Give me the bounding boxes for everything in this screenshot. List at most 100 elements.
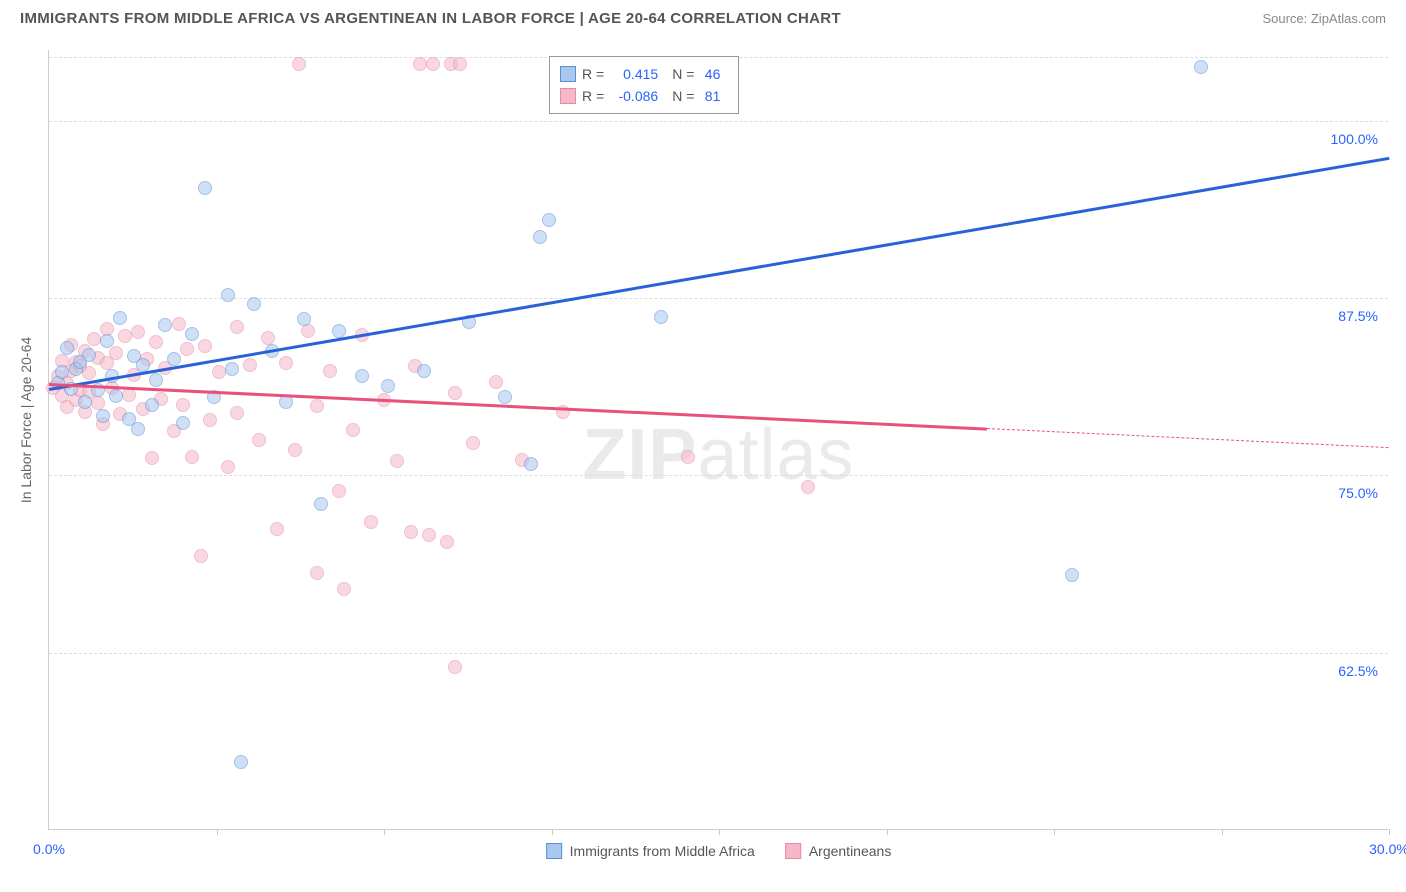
legend-swatch [560,88,576,104]
data-point [234,755,248,769]
chart-header: IMMIGRANTS FROM MIDDLE AFRICA VS ARGENTI… [0,0,1406,35]
legend-item: Argentineans [785,843,892,859]
data-point [131,422,145,436]
gridline [49,121,1388,122]
legend-label: Immigrants from Middle Africa [570,843,755,859]
legend-n-label: N = [672,85,694,107]
legend-swatch [785,843,801,859]
legend-row: R = -0.086 N = 81 [560,85,728,107]
data-point [453,57,467,71]
data-point [109,389,123,403]
x-tick-mark [1389,829,1390,835]
data-point [172,317,186,331]
data-point [149,335,163,349]
correlation-legend: R = 0.415 N = 46 R = -0.086 N = 81 [549,56,739,114]
gridline [49,653,1388,654]
data-point [158,318,172,332]
x-tick-mark [887,829,888,835]
data-point [122,388,136,402]
data-point [185,450,199,464]
data-point [131,325,145,339]
scatter-chart: ZIPatlas Immigrants from Middle AfricaAr… [48,50,1388,830]
data-point [230,320,244,334]
legend-item: Immigrants from Middle Africa [546,843,755,859]
data-point [145,451,159,465]
x-tick-mark [384,829,385,835]
data-point [113,311,127,325]
data-point [542,213,556,227]
data-point [292,57,306,71]
y-axis-label: In Labor Force | Age 20-64 [18,337,34,503]
legend-n-label: N = [672,63,694,85]
data-point [167,352,181,366]
data-point [426,57,440,71]
data-point [440,535,454,549]
data-point [198,339,212,353]
legend-row: R = 0.415 N = 46 [560,63,728,85]
data-point [323,364,337,378]
data-point [243,358,257,372]
data-point [413,57,427,71]
data-point [1194,60,1208,74]
data-point [230,406,244,420]
data-point [524,457,538,471]
data-point [203,413,217,427]
data-point [198,181,212,195]
data-point [221,288,235,302]
data-point [381,379,395,393]
data-point [60,341,74,355]
legend-label: Argentineans [809,843,892,859]
data-point [252,433,266,447]
x-tick-label: 30.0% [1369,841,1406,857]
data-point [448,660,462,674]
data-point [346,423,360,437]
data-point [466,436,480,450]
data-point [332,484,346,498]
data-point [55,365,69,379]
x-tick-mark [719,829,720,835]
data-point [87,332,101,346]
data-point [422,528,436,542]
legend-r-label: R = [582,85,604,107]
data-point [533,230,547,244]
x-tick-label: 0.0% [33,841,65,857]
data-point [279,356,293,370]
legend-bottom: Immigrants from Middle Africa Argentinean… [546,843,892,859]
data-point [212,365,226,379]
data-point [149,373,163,387]
data-point [100,334,114,348]
data-point [288,443,302,457]
data-point [225,362,239,376]
data-point [498,390,512,404]
data-point [96,409,110,423]
data-point [355,369,369,383]
data-point [180,342,194,356]
data-point [136,358,150,372]
data-point [247,297,261,311]
y-tick-label: 75.0% [1338,485,1378,501]
data-point [364,515,378,529]
chart-source: Source: ZipAtlas.com [1262,11,1386,26]
data-point [1065,568,1079,582]
data-point [314,497,328,511]
legend-n-value: 46 [700,63,728,85]
data-point [82,366,96,380]
data-point [417,364,431,378]
x-tick-mark [1054,829,1055,835]
data-point [448,386,462,400]
data-point [145,398,159,412]
data-point [337,582,351,596]
data-point [109,346,123,360]
data-point [390,454,404,468]
y-tick-label: 62.5% [1338,663,1378,679]
legend-r-value: 0.415 [610,63,666,85]
data-point [404,525,418,539]
legend-n-value: 81 [700,85,728,107]
legend-r-label: R = [582,63,604,85]
legend-swatch [546,843,562,859]
x-tick-mark [1222,829,1223,835]
data-point [176,398,190,412]
data-point [176,416,190,430]
legend-r-value: -0.086 [610,85,666,107]
data-point [118,329,132,343]
